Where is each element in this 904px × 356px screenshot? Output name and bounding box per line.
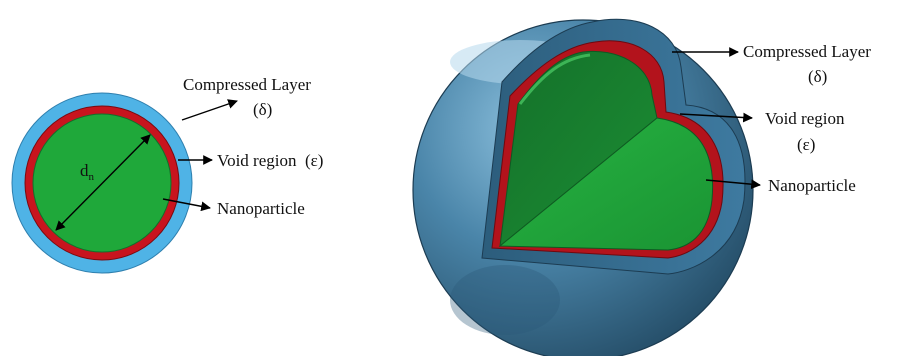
nanoparticle-leader-left (162, 198, 211, 212)
core-edge-highlight (518, 53, 591, 105)
right-diagram: Compressed Layer (δ) Void region (ε) Nan… (412, 18, 871, 356)
diameter-arrow (55, 134, 151, 231)
nanoparticle-label-right: Nanoparticle (768, 176, 856, 195)
void-region-label-right: Void region (765, 109, 845, 128)
nanoparticle-leader-right (705, 179, 761, 190)
compressed-layer-label-right: Compressed Layer (743, 42, 871, 61)
left-diagram: dn Compressed Layer (δ) Void region (ε) … (11, 75, 323, 274)
compressed-layer-symbol-left: (δ) (253, 100, 272, 119)
compressed-layer-leader-left (181, 99, 238, 121)
shell-shadow (450, 265, 560, 335)
diameter-label: dn (80, 161, 95, 183)
nanoparticle-cut-face-light (498, 117, 714, 251)
void-region-leader-right (679, 112, 753, 123)
compressed-layer-label-left: Compressed Layer (183, 75, 311, 94)
void-region-symbol-right: (ε) (797, 135, 815, 154)
void-region-label-left: Void region (ε) (217, 151, 323, 170)
nanoparticle-label-left: Nanoparticle (217, 199, 305, 218)
compressed-layer-symbol-right: (δ) (808, 67, 827, 86)
